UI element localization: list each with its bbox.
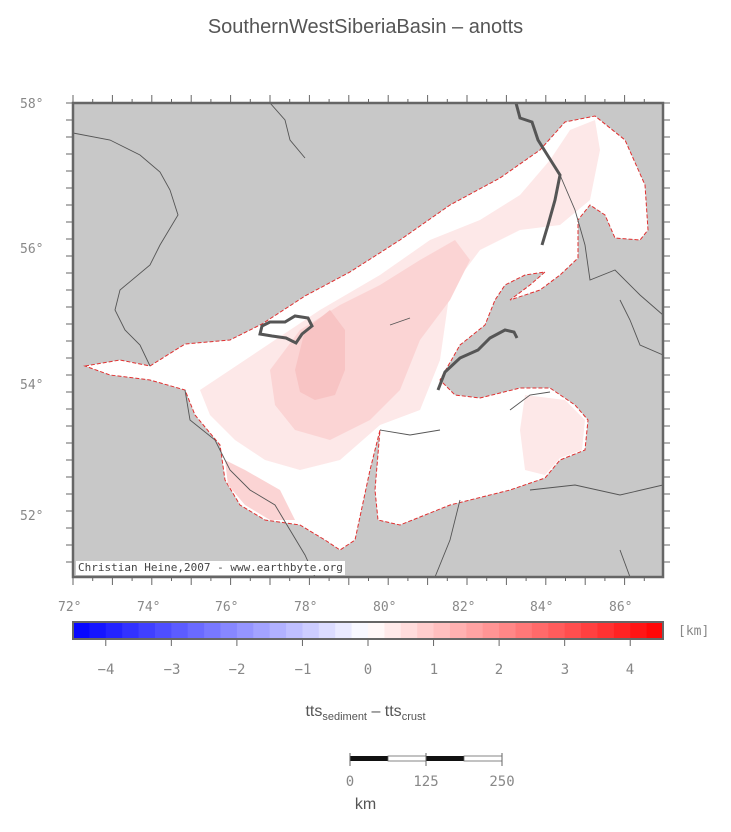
colorbar-label: 3	[545, 662, 585, 678]
colorbar-step	[221, 622, 238, 639]
colorbar-step	[434, 622, 451, 639]
scale-unit: km	[0, 796, 731, 814]
colorbar-label: −2	[217, 662, 257, 678]
colorbar-step	[630, 622, 647, 639]
lon-label-76: 76°	[215, 600, 238, 615]
colorbar-step	[548, 622, 565, 639]
colorbar-step	[499, 622, 516, 639]
colorbar-step	[253, 622, 270, 639]
colorbar-step	[89, 622, 106, 639]
colorbar-step	[614, 622, 631, 639]
colorbar-label: 1	[414, 662, 454, 678]
colorbar-step	[122, 622, 139, 639]
colorbar-step	[597, 622, 614, 639]
colorbar-label: 4	[610, 662, 650, 678]
colorbar-step	[384, 622, 401, 639]
colorbar-step	[483, 622, 500, 639]
colorbar-step	[335, 622, 352, 639]
lat-label-58: 58°	[20, 97, 43, 112]
colorbar-label: −1	[283, 662, 323, 678]
colorbar-step	[319, 622, 336, 639]
lon-label-80: 80°	[373, 600, 396, 615]
scale-label-0: 0	[325, 774, 375, 790]
lon-label-72: 72°	[58, 600, 81, 615]
colorbar-step	[155, 622, 172, 639]
scale-bar	[350, 753, 502, 766]
colorbar-step	[73, 622, 90, 639]
lat-label-56: 56°	[20, 242, 43, 257]
colorbar-step	[565, 622, 582, 639]
colorbar-step	[139, 622, 156, 639]
colorbar-step	[647, 622, 664, 639]
colorbar-step	[352, 622, 369, 639]
colorbar-formula: ttssediment – ttscrust	[0, 703, 731, 723]
colorbar-step	[171, 622, 188, 639]
colorbar-step	[302, 622, 319, 639]
scale-label-250: 250	[477, 774, 527, 790]
colorbar	[73, 622, 664, 646]
colorbar-label: 2	[479, 662, 519, 678]
lon-label-84: 84°	[530, 600, 553, 615]
colorbar-step	[516, 622, 533, 639]
lat-label-54: 54°	[20, 378, 43, 393]
lon-label-74: 74°	[137, 600, 160, 615]
scale-label-125: 125	[401, 774, 451, 790]
colorbar-step	[204, 622, 221, 639]
colorbar-step	[466, 622, 483, 639]
lon-label-82: 82°	[452, 600, 475, 615]
credit-text: Christian Heine,2007 - www.earthbyte.org	[76, 561, 345, 575]
colorbar-step	[401, 622, 418, 639]
colorbar-label: −4	[86, 662, 126, 678]
colorbar-step	[188, 622, 205, 639]
colorbar-step	[450, 622, 467, 639]
colorbar-step	[417, 622, 434, 639]
colorbar-step	[532, 622, 549, 639]
colorbar-step	[368, 622, 385, 639]
colorbar-step	[581, 622, 598, 639]
colorbar-unit: [km]	[678, 624, 709, 639]
colorbar-step	[106, 622, 123, 639]
colorbar-step	[270, 622, 287, 639]
colorbar-step	[286, 622, 303, 639]
colorbar-step	[237, 622, 254, 639]
lat-label-52: 52°	[20, 509, 43, 524]
colorbar-label: 0	[348, 662, 388, 678]
lon-label-78: 78°	[294, 600, 317, 615]
colorbar-label: −3	[152, 662, 192, 678]
lon-label-86: 86°	[609, 600, 632, 615]
